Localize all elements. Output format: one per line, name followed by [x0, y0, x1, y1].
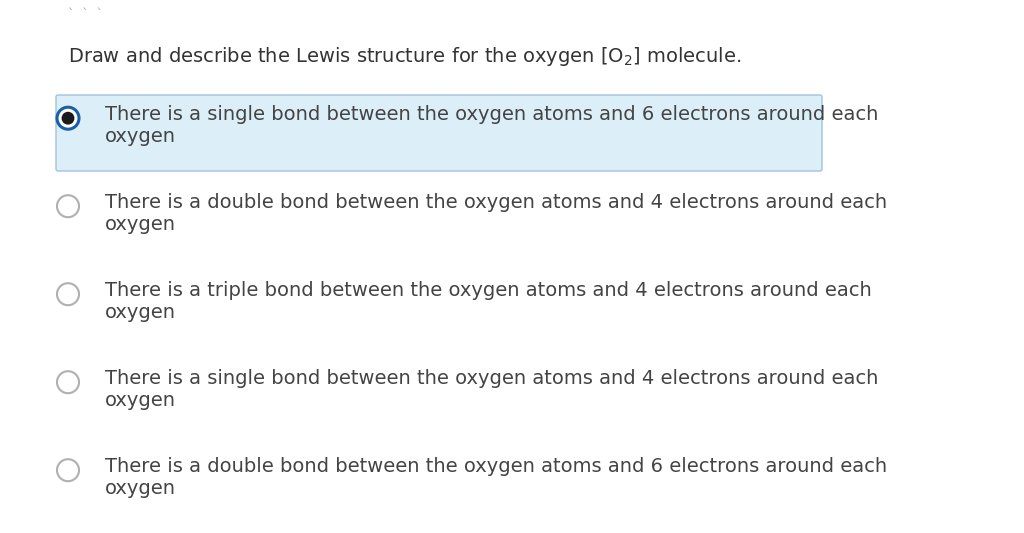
Text: There is a single bond between the oxygen atoms and 6 electrons around each: There is a single bond between the oxyge…: [105, 105, 879, 124]
Text: oxygen: oxygen: [105, 391, 176, 410]
Circle shape: [62, 112, 74, 124]
Text: There is a single bond between the oxygen atoms and 4 electrons around each: There is a single bond between the oxyge…: [105, 369, 879, 388]
Text: oxygen: oxygen: [105, 215, 176, 234]
Circle shape: [57, 107, 79, 129]
Circle shape: [57, 283, 79, 305]
Text: There is a double bond between the oxygen atoms and 4 electrons around each: There is a double bond between the oxyge…: [105, 193, 887, 212]
Text: There is a triple bond between the oxygen atoms and 4 electrons around each: There is a triple bond between the oxyge…: [105, 281, 871, 300]
Circle shape: [57, 459, 79, 481]
Text: ˋ  ˋ  ˋ: ˋ ˋ ˋ: [68, 8, 102, 21]
Circle shape: [57, 195, 79, 217]
Text: oxygen: oxygen: [105, 127, 176, 146]
Text: Draw and describe the Lewis structure for the oxygen [O$_2$] molecule.: Draw and describe the Lewis structure fo…: [68, 45, 741, 68]
Circle shape: [57, 371, 79, 393]
FancyBboxPatch shape: [56, 95, 822, 171]
Text: oxygen: oxygen: [105, 479, 176, 498]
Text: oxygen: oxygen: [105, 303, 176, 322]
Text: There is a double bond between the oxygen atoms and 6 electrons around each: There is a double bond between the oxyge…: [105, 457, 887, 476]
